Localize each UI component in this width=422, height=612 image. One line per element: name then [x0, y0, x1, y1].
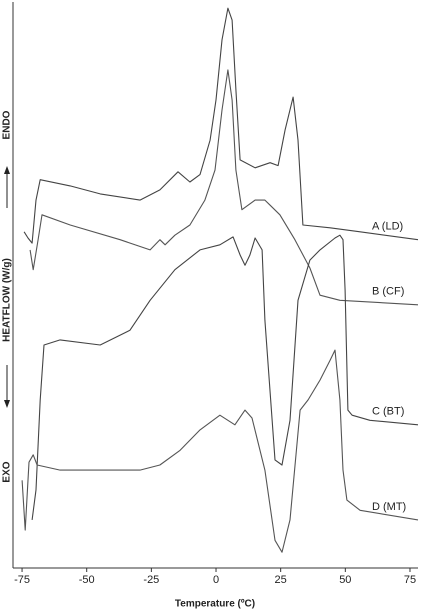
curve-label: A (LD): [372, 221, 403, 233]
y-axis-title: HEATFLOW (W/g): [2, 258, 13, 342]
endo-arrow: [4, 166, 10, 208]
endo-label: ENDO: [2, 110, 13, 139]
x-tick-label: 0: [213, 574, 219, 586]
x-tick-label: -50: [79, 574, 95, 586]
x-tick-label: -75: [14, 574, 30, 586]
curve-label: D (MT): [372, 501, 406, 513]
curve: [21, 349, 419, 553]
x-tick-label: 50: [339, 574, 351, 586]
x-axis-title: Temperature (ºC): [175, 599, 255, 610]
x-tick-label: -25: [143, 574, 159, 586]
exo-arrow: [4, 365, 10, 408]
curve: [31, 234, 419, 520]
exo-label: EXO: [2, 461, 13, 482]
curve-label: C (BT): [372, 406, 404, 418]
curve: [23, 7, 419, 244]
curve-label: B (CF): [372, 286, 404, 298]
curve: [29, 69, 419, 306]
x-tick-label: 25: [275, 574, 287, 586]
x-tick-label: 75: [404, 574, 416, 586]
